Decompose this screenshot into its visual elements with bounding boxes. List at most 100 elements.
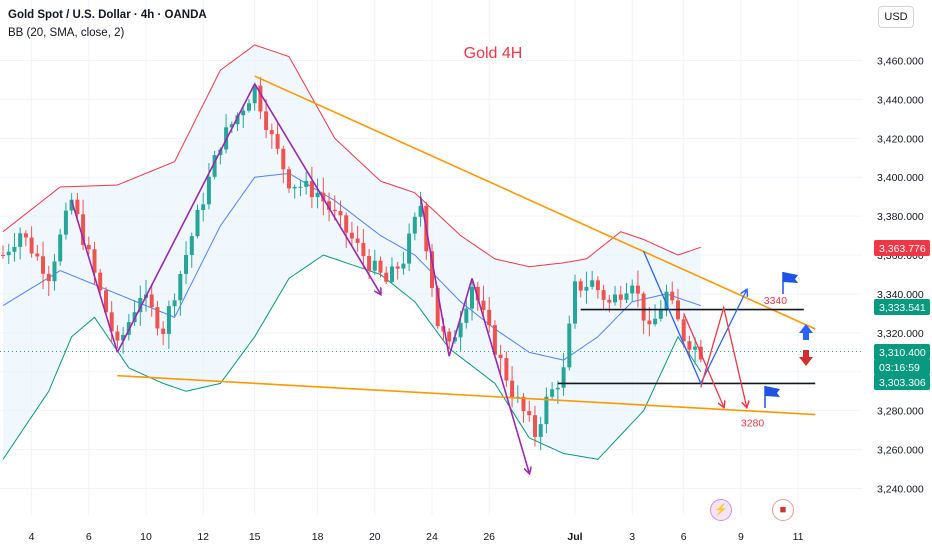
- candle-body: [344, 215, 349, 233]
- price-axis: 3,240.0003,260.0003,280.0003,300.0003,32…: [862, 0, 932, 550]
- candle-body: [584, 286, 589, 291]
- currency-button[interactable]: USD: [878, 6, 914, 28]
- price-label-badge: [874, 359, 930, 375]
- trendline: [117, 374, 816, 416]
- candle-body: [109, 312, 114, 332]
- candle-body: [6, 251, 11, 256]
- candle-body: [618, 294, 623, 300]
- candle-body: [258, 85, 263, 112]
- candle-body: [607, 299, 612, 303]
- candle-body: [441, 326, 446, 332]
- indicator-legend: BB (20, SMA, close, 2): [8, 27, 125, 39]
- candle-body: [166, 306, 171, 334]
- candle-body: [195, 210, 200, 237]
- candle-body: [52, 261, 57, 282]
- candle-body: [687, 341, 692, 350]
- candle-body: [681, 319, 686, 342]
- y-tick-label: 3,440.000: [877, 94, 924, 106]
- candle-body: [481, 300, 486, 310]
- candle-body: [401, 263, 406, 269]
- flag-icon: [783, 272, 798, 283]
- candle-body: [475, 286, 480, 301]
- x-tick-label: 9: [738, 531, 744, 543]
- x-tick-label: 24: [426, 531, 438, 543]
- candle-body: [384, 272, 389, 282]
- candle-body: [367, 256, 372, 271]
- candle-body: [418, 205, 423, 217]
- down-arrow-icon: [799, 350, 813, 366]
- candle-body: [349, 232, 354, 239]
- x-tick-label: Jul: [567, 531, 582, 543]
- candle-body: [275, 134, 280, 149]
- candle-body: [201, 204, 206, 210]
- candle-body: [69, 199, 74, 211]
- candle-body: [561, 367, 566, 388]
- projection-line: [643, 250, 747, 385]
- candle-body: [504, 358, 509, 381]
- y-tick-label: 3,240.000: [877, 484, 924, 496]
- candle-body: [635, 285, 640, 294]
- candle-body: [92, 249, 97, 273]
- y-tick-label: 3,280.000: [877, 406, 924, 418]
- candle-body: [23, 233, 28, 238]
- candle-body: [578, 281, 583, 291]
- candle-body: [12, 246, 17, 252]
- x-tick-label: 3: [629, 531, 635, 543]
- candle-body: [121, 334, 126, 341]
- level-annotation: 3280: [741, 417, 765, 429]
- candle-body: [309, 181, 314, 198]
- candle-body: [355, 238, 360, 243]
- candle-body: [464, 308, 469, 323]
- candle-body: [281, 148, 286, 170]
- candle-body: [18, 233, 23, 247]
- candle-body: [538, 424, 543, 437]
- price-label-badge: [874, 240, 930, 256]
- x-tick-label: 18: [312, 531, 324, 543]
- lightning-icon[interactable]: ⚡: [710, 499, 732, 521]
- candle-body: [304, 181, 309, 187]
- candle-body: [1, 255, 5, 256]
- wave-line: [116, 83, 256, 353]
- x-tick-label: 11: [793, 531, 804, 543]
- candle-body: [595, 280, 600, 291]
- candle-body: [247, 103, 251, 111]
- wave-line: [70, 200, 119, 353]
- y-tick-label: 3,420.000: [877, 133, 924, 145]
- price-label-text: 3,333.541: [879, 302, 926, 314]
- x-tick-label: 15: [249, 531, 261, 543]
- candle-body: [98, 272, 103, 291]
- candle-body: [298, 186, 303, 188]
- level-annotation: 3340: [764, 295, 788, 307]
- candle-body: [458, 322, 463, 338]
- candle-body: [315, 192, 320, 198]
- candle-body: [35, 253, 40, 257]
- wave-line: [253, 83, 381, 294]
- flag-icon: [765, 386, 780, 397]
- candle-body: [378, 260, 383, 273]
- candle-body: [327, 201, 331, 210]
- candle-body: [447, 331, 452, 342]
- x-tick-label: 6: [86, 531, 92, 543]
- price-label-text: 3,303.306: [879, 377, 926, 389]
- candle-body: [435, 287, 440, 327]
- candle-body: [613, 294, 617, 303]
- x-tick-label: 4: [29, 531, 35, 543]
- candle-body: [241, 110, 246, 116]
- time-axis: 4 6 10 12 15 18 20 24 26 Jul 3 6 9 11: [29, 531, 804, 543]
- x-tick-label: 6: [681, 531, 687, 543]
- us-flag-icon[interactable]: ■: [772, 499, 794, 521]
- candle-body: [29, 237, 34, 254]
- candle-body: [492, 325, 497, 355]
- candle-body: [527, 411, 532, 416]
- candle-body: [155, 307, 160, 329]
- wave-line: [419, 196, 450, 357]
- symbol-title: Gold Spot / U.S. Dollar · 4h · OANDA: [8, 9, 207, 21]
- drawings: 3340 3280: [70, 75, 816, 473]
- candle-body: [641, 293, 646, 321]
- candle-body: [624, 293, 629, 300]
- y-tick-label: 3,260.000: [877, 445, 924, 457]
- candle-body: [407, 233, 412, 264]
- projection-line: [700, 305, 747, 407]
- candle-body: [664, 291, 669, 311]
